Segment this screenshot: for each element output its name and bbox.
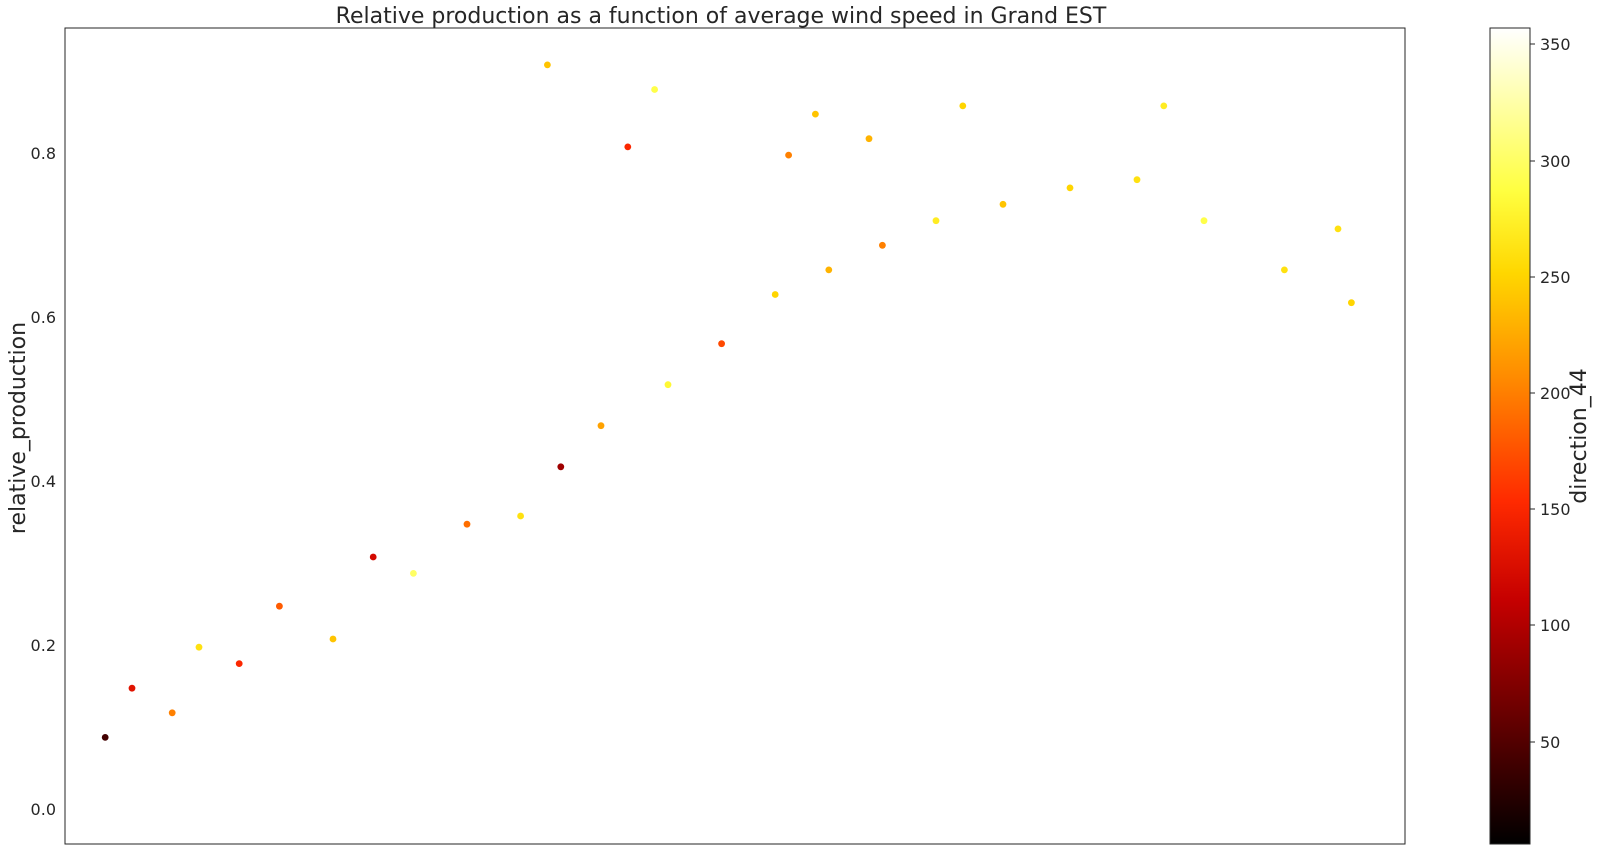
- scatter-point: [369, 553, 377, 561]
- y-tick-label: 0.0: [31, 800, 56, 819]
- scatter-point: [1334, 225, 1342, 233]
- scatter-point: [235, 660, 243, 667]
- scatter-point: [1160, 102, 1168, 110]
- colorbar-ticks: 50 100 150 200 250 300 350: [1530, 35, 1571, 752]
- scatter-point: [101, 734, 109, 741]
- scatter-point: [825, 266, 833, 274]
- scatter-point: [195, 643, 203, 651]
- colorbar-tick-label: 150: [1540, 500, 1571, 519]
- scatter-point: [544, 61, 551, 69]
- scatter-point: [1281, 266, 1288, 274]
- colorbar-tick-label: 100: [1540, 616, 1571, 635]
- scatter-point: [624, 143, 632, 151]
- scatter-point: [168, 709, 176, 717]
- y-ticks: 0.0 0.2 0.4 0.6 0.8: [31, 144, 56, 819]
- colorbar: [1489, 27, 1531, 845]
- y-tick-label: 0.2: [31, 636, 56, 655]
- scatter-point: [932, 217, 940, 225]
- colorbar-tick-label: 250: [1540, 268, 1571, 287]
- y-tick-label: 0.4: [31, 472, 56, 491]
- y-axis-label: relative_production: [6, 322, 31, 534]
- scatter-point: [128, 684, 136, 692]
- scatter-point: [1133, 176, 1141, 184]
- scatter-point: [812, 110, 819, 118]
- colorbar-tick-label: 200: [1540, 384, 1571, 403]
- scatter-point: [771, 291, 779, 298]
- scatter-point: [718, 340, 725, 348]
- colorbar-tick-label: 350: [1540, 35, 1571, 54]
- y-tick-label: 0.8: [31, 144, 56, 163]
- plot-frame: [64, 27, 1406, 845]
- chart-title: Relative production as a function of ave…: [336, 4, 1107, 29]
- scatter-point: [785, 151, 792, 159]
- scatter-points: [101, 61, 1355, 741]
- scatter-point: [1348, 299, 1355, 307]
- scatter-point: [1200, 217, 1208, 225]
- scatter-point: [999, 200, 1007, 208]
- scatter-point: [865, 135, 873, 143]
- scatter-point: [651, 86, 658, 93]
- scatter-point: [276, 602, 283, 610]
- scatter-point: [410, 570, 417, 577]
- scatter-point: [517, 512, 524, 520]
- scatter-point: [329, 635, 337, 643]
- scatter-point: [557, 463, 565, 471]
- scatter-point: [1066, 184, 1074, 192]
- scatter-point: [959, 102, 967, 110]
- colorbar-tick-label: 300: [1540, 152, 1571, 171]
- scatter-point: [879, 241, 886, 249]
- colorbar-tick-label: 50: [1540, 733, 1560, 752]
- scatter-point: [664, 381, 672, 389]
- colorbar-label: direction_44: [1567, 368, 1592, 503]
- scatter-point: [463, 520, 471, 528]
- y-tick-label: 0.6: [31, 308, 56, 327]
- scatter-point: [597, 422, 605, 430]
